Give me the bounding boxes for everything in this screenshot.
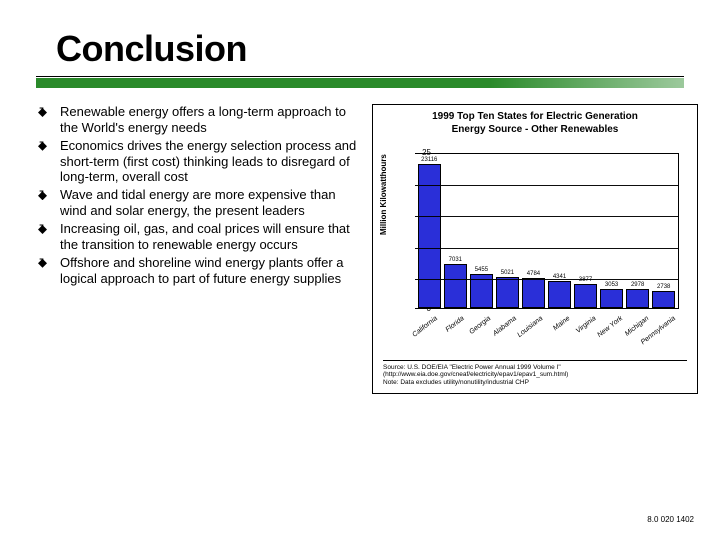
bars-group: 2311670315455502147844341387730532978273… [415,154,678,308]
bullet-text: Offshore and shoreline wind energy plant… [60,255,344,286]
bar-rect [444,264,467,308]
x-label: Alabama [492,315,518,338]
bullet-item: z Wave and tidal energy are more expensiv… [38,187,364,219]
gridline [415,279,678,280]
x-label: California [412,315,440,339]
bullet-marker: z [39,188,44,200]
bullet-marker: z [39,105,44,117]
chart-title-line2: Energy Source - Other Renewables [383,124,687,137]
bar-column: 7031 [444,257,467,308]
bullet-text: Renewable energy offers a long-term appr… [60,104,346,135]
x-label: Virginia [575,315,598,335]
bar-rect [496,277,519,308]
source-line2: (http://www.eia.doe.gov/cneaf/electricit… [383,371,687,379]
gridline [415,216,678,217]
x-label: Maine [552,315,571,332]
bar-value-label: 2978 [631,282,644,288]
plot-area: 2311670315455502147844341387730532978273… [415,153,679,309]
title-divider [36,76,684,90]
chart-title-line1: 1999 Top Ten States for Electric Generat… [383,111,687,124]
bullet-text: Increasing oil, gas, and coal prices wil… [60,221,350,252]
slide-title: Conclusion [0,0,720,76]
bar-value-label: 3877 [579,277,592,283]
bar-value-label: 23116 [421,157,437,163]
x-label: Georgia [468,315,492,336]
bar-column: 2978 [626,282,649,308]
bar-value-label: 3053 [605,282,618,288]
gridline [415,248,678,249]
bullet-item: z Increasing oil, gas, and coal prices wi… [38,221,364,253]
bar-column: 5455 [470,267,493,308]
bullet-item: z Renewable energy offers a long-term app… [38,104,364,136]
bar-rect [574,284,597,308]
bar-rect [626,289,649,308]
bullet-text: Economics drives the energy selection pr… [60,138,356,185]
bar-value-label: 7031 [449,257,462,263]
bar-value-label: 5455 [475,267,488,273]
bar-value-label: 5021 [501,270,514,276]
bullet-marker: z [39,222,44,234]
content-row: z Renewable energy offers a long-term app… [0,90,720,394]
chart-source: Source: U.S. DOE/EIA "Electric Power Ann… [383,360,687,387]
x-label: New York [596,315,624,339]
bar-rect [522,278,545,308]
gridline [415,185,678,186]
bar-rect [548,281,571,308]
chart-title: 1999 Top Ten States for Electric Generat… [373,105,697,138]
bar-rect [652,291,675,308]
divider-bar [36,78,684,88]
bar-value-label: 4784 [527,271,540,277]
bullet-item: z Economics drives the energy selection p… [38,138,364,186]
bullet-marker: z [39,139,44,151]
chart-container: 1999 Top Ten States for Electric Generat… [372,104,698,394]
bar-column: 3053 [600,282,623,308]
x-label: Florida [444,315,465,334]
source-line3: Note: Data excludes utility/nonutility/i… [383,379,687,387]
bar-column: 4784 [522,271,545,308]
bullet-list: z Renewable energy offers a long-term app… [38,104,364,394]
x-label: Louisiana [517,315,545,339]
bar-column: 5021 [496,270,519,308]
bar-column: 2738 [652,284,675,308]
source-line1: Source: U.S. DOE/EIA "Electric Power Ann… [383,364,687,372]
bar-value-label: 2738 [657,284,670,290]
bullet-text: Wave and tidal energy are more expensive… [60,187,336,218]
chart-ylabel: Million Kilowatthours [379,154,388,235]
bar-column: 23116 [418,157,441,308]
bar-rect [600,289,623,308]
x-labels: CaliforniaFloridaGeorgiaAlabamaLouisiana… [415,311,679,361]
footer-code: 8.0 020 1402 [647,515,694,524]
bullet-item: z Offshore and shoreline wind energy plan… [38,255,364,287]
bullet-marker: z [39,256,44,268]
bar-column: 3877 [574,277,597,308]
